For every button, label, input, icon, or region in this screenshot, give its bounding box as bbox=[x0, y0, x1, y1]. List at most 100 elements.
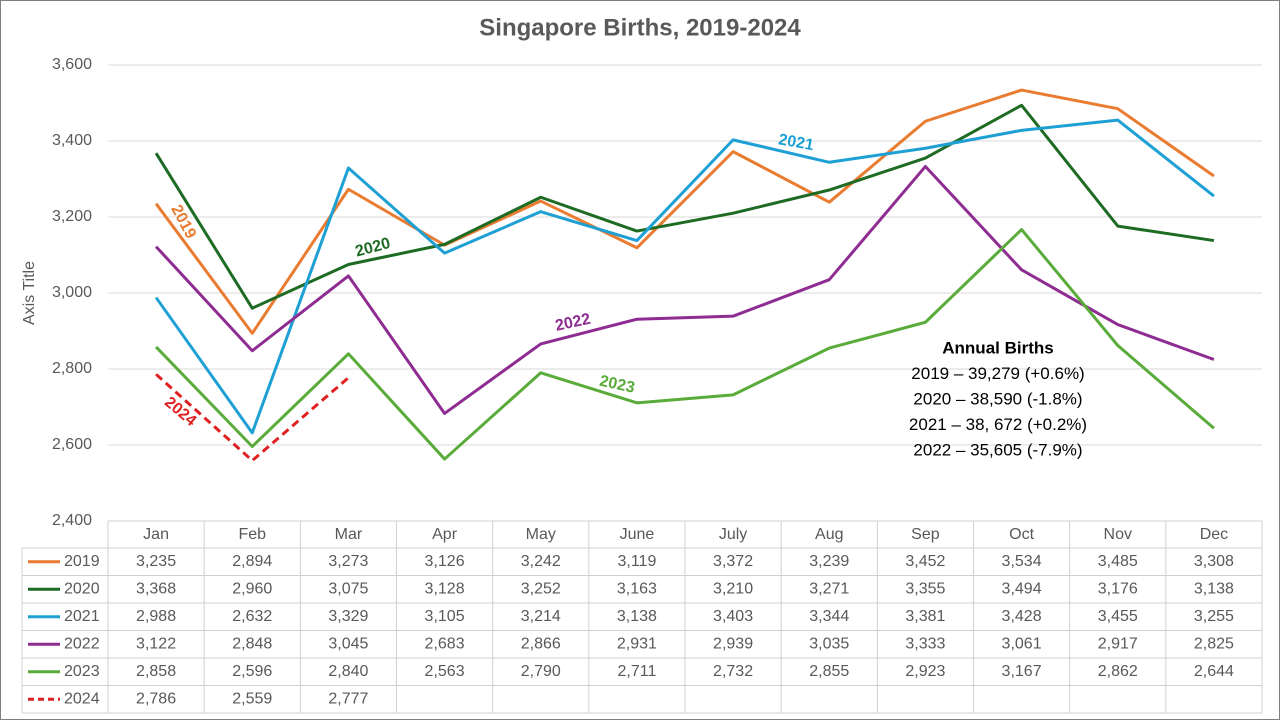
legend-label: 2023 bbox=[64, 663, 100, 680]
table-value: 3,455 bbox=[1098, 608, 1138, 625]
table-value: 2,790 bbox=[521, 663, 561, 680]
y-tick-label: 2,800 bbox=[52, 360, 92, 377]
table-value: 3,210 bbox=[713, 580, 753, 597]
legend-label: 2020 bbox=[64, 580, 100, 597]
x-tick-label: Feb bbox=[238, 526, 266, 543]
y-tick-label: 3,400 bbox=[52, 132, 92, 149]
table-value: 2,644 bbox=[1194, 663, 1234, 680]
table-value: 3,485 bbox=[1098, 553, 1138, 570]
table-value: 2,923 bbox=[905, 663, 945, 680]
series-line bbox=[155, 228, 1215, 461]
annotation: Annual Births bbox=[942, 338, 1053, 357]
legend-label: 2024 bbox=[64, 690, 100, 707]
x-tick-label: May bbox=[526, 526, 556, 543]
y-axis-label: Axis Title bbox=[21, 261, 38, 325]
x-tick-label: Mar bbox=[335, 526, 363, 543]
table-value: 2,894 bbox=[232, 553, 272, 570]
x-tick-label: Apr bbox=[432, 526, 458, 543]
table-value: 3,271 bbox=[809, 580, 849, 597]
table-value: 2,988 bbox=[136, 608, 176, 625]
table-value: 3,534 bbox=[1002, 553, 1042, 570]
table-value: 2,786 bbox=[136, 690, 176, 707]
table-value: 2,825 bbox=[1194, 635, 1234, 652]
series-line bbox=[155, 373, 350, 463]
chart-title: Singapore Births, 2019-2024 bbox=[479, 14, 801, 41]
table-value: 2,931 bbox=[617, 635, 657, 652]
x-tick-label: Nov bbox=[1104, 526, 1132, 543]
table-value: 2,848 bbox=[232, 635, 272, 652]
series-line bbox=[154, 118, 1215, 435]
table-value: 3,329 bbox=[328, 608, 368, 625]
x-tick-label: July bbox=[719, 526, 747, 543]
y-tick-label: 2,600 bbox=[52, 436, 92, 453]
table-value: 3,163 bbox=[617, 580, 657, 597]
table-value: 2,777 bbox=[328, 690, 368, 707]
table-value: 3,452 bbox=[905, 553, 945, 570]
table-value: 2,858 bbox=[136, 663, 176, 680]
x-tick-label: Oct bbox=[1009, 526, 1034, 543]
table-value: 2,732 bbox=[713, 663, 753, 680]
table-value: 3,105 bbox=[425, 608, 465, 625]
series-line bbox=[154, 103, 1215, 310]
table-value: 3,061 bbox=[1002, 635, 1042, 652]
table-value: 3,214 bbox=[521, 608, 561, 625]
table-value: 2,917 bbox=[1098, 635, 1138, 652]
table-value: 3,403 bbox=[713, 608, 753, 625]
table-value: 3,428 bbox=[1002, 608, 1042, 625]
table-value: 3,381 bbox=[905, 608, 945, 625]
table-value: 3,138 bbox=[1194, 580, 1234, 597]
table-value: 3,255 bbox=[1194, 608, 1234, 625]
y-tick-label: 3,600 bbox=[52, 56, 92, 73]
annotation: 2019 – 39,279 (+0.6%) bbox=[911, 364, 1084, 383]
table-value: 3,494 bbox=[1002, 580, 1042, 597]
table-value: 2,683 bbox=[425, 635, 465, 652]
x-tick-label: Dec bbox=[1200, 526, 1228, 543]
series-line bbox=[154, 164, 1215, 415]
table-value: 2,596 bbox=[232, 663, 272, 680]
table-value: 3,355 bbox=[905, 580, 945, 597]
table-value: 2,866 bbox=[521, 635, 561, 652]
table-value: 2,960 bbox=[232, 580, 272, 597]
table-value: 2,563 bbox=[425, 663, 465, 680]
legend-label: 2019 bbox=[64, 553, 100, 570]
table-value: 3,119 bbox=[617, 553, 656, 570]
table-value: 2,711 bbox=[617, 663, 656, 680]
table-value: 3,273 bbox=[328, 553, 368, 570]
legend-label: 2022 bbox=[64, 635, 100, 652]
table-value: 3,344 bbox=[809, 608, 849, 625]
table-value: 3,045 bbox=[328, 635, 368, 652]
x-tick-label: Sep bbox=[911, 526, 940, 543]
table-value: 2,840 bbox=[328, 663, 368, 680]
table-value: 3,122 bbox=[136, 635, 176, 652]
y-tick-label: 2,400 bbox=[52, 512, 92, 529]
table-value: 2,855 bbox=[809, 663, 849, 680]
table-value: 3,308 bbox=[1194, 553, 1234, 570]
table-value: 3,075 bbox=[328, 580, 368, 597]
table-value: 3,368 bbox=[136, 580, 176, 597]
table-value: 3,252 bbox=[521, 580, 561, 597]
table-value: 2,862 bbox=[1098, 663, 1138, 680]
table-value: 2,559 bbox=[232, 690, 272, 707]
table-value: 3,128 bbox=[425, 580, 465, 597]
table-value: 3,372 bbox=[713, 553, 753, 570]
series-label: 2021 bbox=[777, 131, 815, 154]
annotation: 2020 – 38,590 (-1.8%) bbox=[913, 389, 1082, 408]
x-tick-label: Aug bbox=[815, 526, 843, 543]
legend-label: 2021 bbox=[64, 608, 100, 625]
table-value: 3,176 bbox=[1098, 580, 1138, 597]
x-tick-label: June bbox=[620, 526, 655, 543]
table-value: 3,242 bbox=[521, 553, 561, 570]
y-tick-label: 3,000 bbox=[52, 284, 92, 301]
y-tick-label: 3,200 bbox=[52, 208, 92, 225]
table-value: 3,167 bbox=[1002, 663, 1042, 680]
annotation: 2021 – 38, 672 (+0.2%) bbox=[909, 415, 1087, 434]
table-value: 3,126 bbox=[425, 553, 465, 570]
table-value: 3,035 bbox=[809, 635, 849, 652]
table-value: 3,239 bbox=[809, 553, 849, 570]
table-value: 3,235 bbox=[136, 553, 176, 570]
table-value: 2,939 bbox=[713, 635, 753, 652]
x-tick-label: Jan bbox=[143, 526, 169, 543]
table-value: 2,632 bbox=[232, 608, 272, 625]
